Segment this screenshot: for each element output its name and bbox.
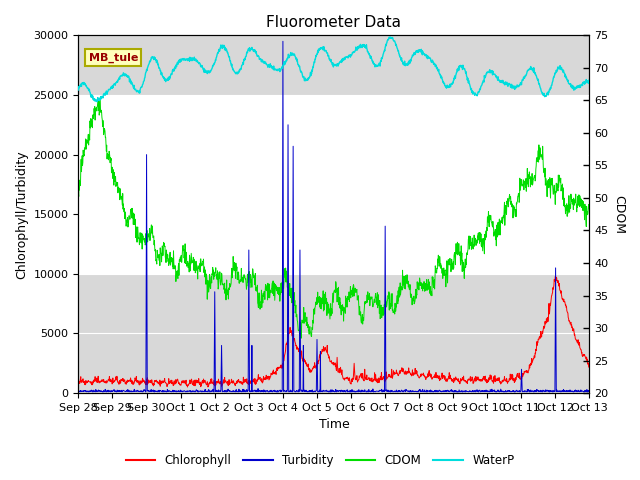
Title: Fluorometer Data: Fluorometer Data xyxy=(266,15,401,30)
Text: MB_tule: MB_tule xyxy=(88,52,138,63)
Y-axis label: Chlorophyll/Turbidity: Chlorophyll/Turbidity xyxy=(15,150,28,278)
Legend: Chlorophyll, Turbidity, CDOM, WaterP: Chlorophyll, Turbidity, CDOM, WaterP xyxy=(121,449,519,472)
Bar xyxy=(79,95,589,274)
X-axis label: Time: Time xyxy=(319,419,349,432)
Y-axis label: CDOM: CDOM xyxy=(612,195,625,234)
